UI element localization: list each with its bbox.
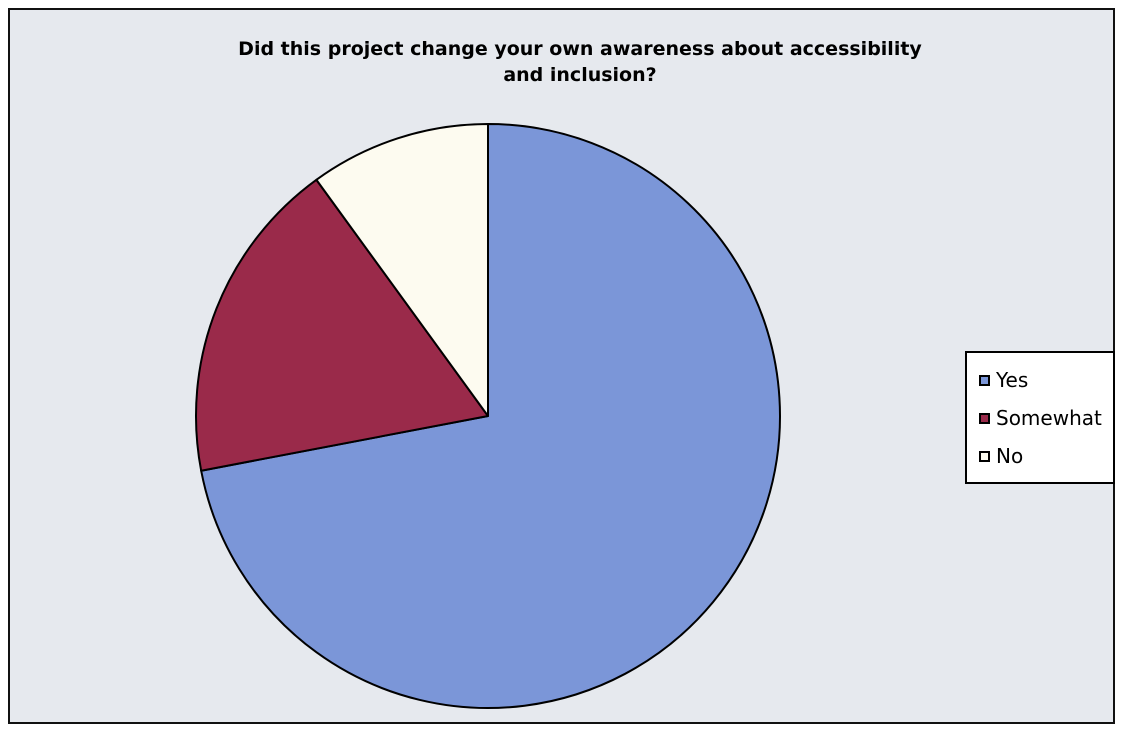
legend-item-no: No [967, 437, 1113, 475]
legend-label: Yes [996, 368, 1029, 392]
legend-item-somewhat: Somewhat [967, 399, 1113, 437]
pie-slice-no [315, 123, 489, 417]
pie-plot [194, 123, 781, 709]
legend-swatch [979, 374, 990, 386]
chart-area: Did this project change your own awarene… [8, 8, 1115, 724]
legend-swatch [979, 412, 990, 424]
legend-item-yes: Yes [967, 361, 1113, 399]
pie-slice-yes [200, 123, 781, 709]
legend-label: No [996, 444, 1024, 468]
chart-title: Did this project change your own awarene… [238, 38, 922, 86]
pie-slice-somewhat [194, 178, 489, 472]
legend-swatch [979, 450, 990, 462]
legend-label: Somewhat [996, 406, 1102, 430]
legend: Yes Somewhat No [965, 351, 1115, 484]
pie-slices [194, 123, 781, 709]
